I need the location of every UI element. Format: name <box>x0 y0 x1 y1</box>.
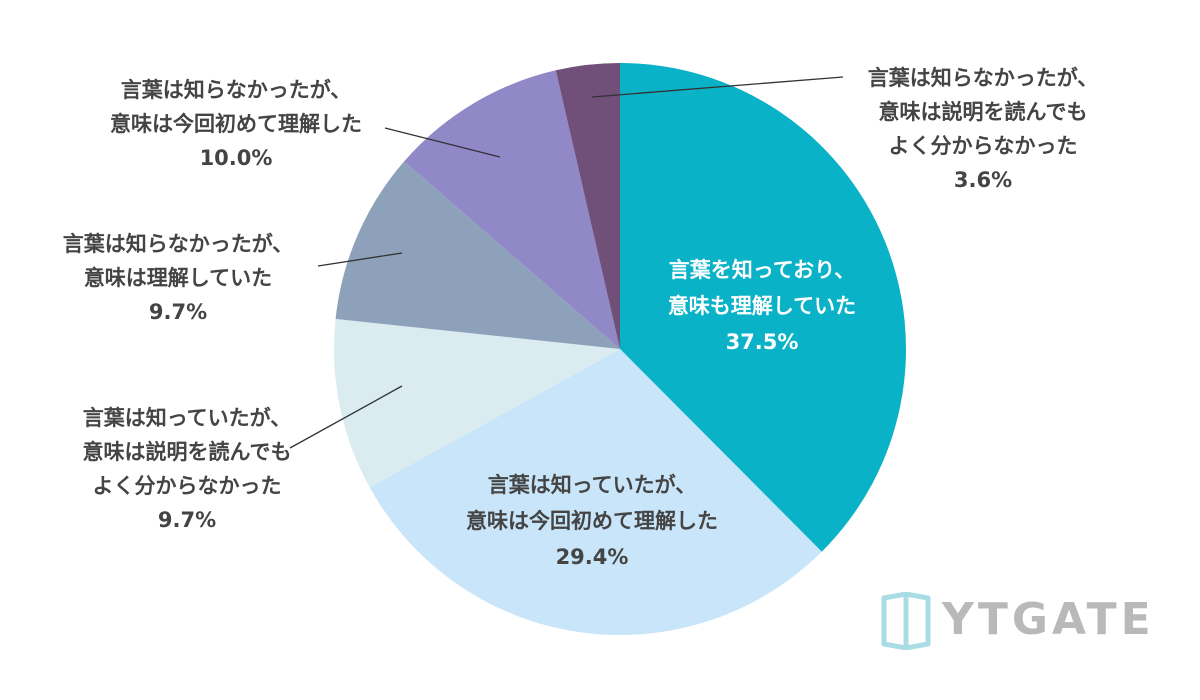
slice-category-label-3: 言葉は知っていたが、 <box>83 406 292 430</box>
leader-line-6 <box>591 76 844 98</box>
ytgate-logo: YTGATE <box>880 592 1180 652</box>
leader-line-3 <box>289 385 403 449</box>
slice-category-label-2: 言葉は知っていたが、 <box>488 473 697 497</box>
slice-value-label-5: 10.0% <box>200 146 273 170</box>
slice-category-label-2: 意味は今回初めて理解した <box>466 509 718 533</box>
pie-slice-2 <box>369 349 822 635</box>
leader-lines <box>289 76 844 449</box>
slice-value-label-1: 37.5% <box>726 330 799 354</box>
slice-labels: 言葉を知っており、意味も理解していた37.5%言葉は知っていたが、意味は今回初め… <box>63 66 1099 569</box>
slice-value-label-3: 9.7% <box>158 508 216 532</box>
leader-line-4 <box>317 252 403 267</box>
slice-category-label-5: 意味は今回初めて理解した <box>110 112 362 136</box>
pie-slice-6 <box>555 63 620 349</box>
slice-category-label-6: 意味は説明を読んでも <box>879 100 1088 124</box>
slice-value-label-4: 9.7% <box>149 300 207 324</box>
pie-slices <box>333 63 906 635</box>
slice-category-label-4: 言葉は知らなかったが、 <box>63 232 294 256</box>
slice-category-label-3: よく分からなかった <box>93 474 282 498</box>
slice-category-label-5: 言葉は知らなかったが、 <box>121 78 352 102</box>
pie-slice-5 <box>404 70 620 350</box>
pie-slice-1 <box>620 63 906 552</box>
slice-value-label-2: 29.4% <box>556 545 629 569</box>
slice-category-label-6: よく分からなかった <box>889 134 1078 158</box>
slice-category-label-1: 言葉を知っており、 <box>669 258 855 282</box>
slice-value-label-6: 3.6% <box>954 168 1012 192</box>
pie-slice-3 <box>333 318 620 488</box>
door-icon <box>881 592 931 650</box>
slice-category-label-1: 意味も理解していた <box>668 294 856 318</box>
pie-slice-4 <box>335 161 620 349</box>
slice-category-label-4: 意味は理解していた <box>84 266 272 290</box>
slice-category-label-6: 言葉は知らなかったが、 <box>868 66 1099 90</box>
leader-line-5 <box>384 127 501 158</box>
slice-category-label-3: 意味は説明を読んでも <box>83 440 292 464</box>
logo-text: YTGATE <box>942 594 1155 645</box>
